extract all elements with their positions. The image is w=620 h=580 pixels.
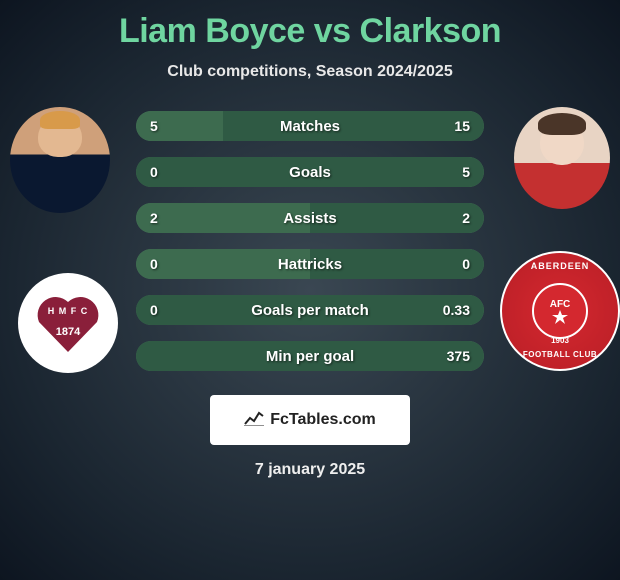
stat-label: Goals: [289, 164, 331, 181]
stat-label: Min per goal: [266, 348, 354, 365]
stat-value-left: 5: [136, 111, 172, 141]
club-left-initials: H M F C: [48, 306, 89, 316]
club-right-year: 1903: [551, 336, 569, 345]
brand-chart-icon: [244, 410, 264, 431]
stat-label: Assists: [283, 210, 336, 227]
stats-column: 5 Matches 15 0 Goals 5 2 Assists 2 0 Hattricks 0 0 Go…: [136, 111, 484, 387]
player-right-avatar: [514, 107, 610, 209]
brand-box[interactable]: FcTables.com: [210, 395, 410, 445]
stat-row: Min per goal 375: [136, 341, 484, 371]
club-left-year: 1874: [56, 326, 80, 338]
player-right-face: [514, 107, 610, 209]
page-title: Liam Boyce vs Clarkson: [0, 0, 620, 51]
stat-row: 0 Hattricks 0: [136, 249, 484, 279]
player-left-avatar: [10, 107, 110, 213]
brand-text: FcTables.com: [270, 411, 376, 429]
stat-label: Hattricks: [278, 256, 342, 273]
stat-value-right: 2: [448, 203, 484, 233]
stat-value-right: 0.33: [429, 295, 484, 325]
subtitle: Club competitions, Season 2024/2025: [0, 63, 620, 81]
club-right-initials: AFC: [550, 299, 571, 310]
stat-value-right: 375: [433, 341, 484, 371]
comparison-area: H M F C 1874 ABERDEEN AFC FOOTBALL CLUB …: [0, 111, 620, 391]
stat-row: 0 Goals per match 0.33: [136, 295, 484, 325]
stat-row: 2 Assists 2: [136, 203, 484, 233]
club-right-name-top: ABERDEEN: [531, 261, 590, 271]
club-right-star-icon: [548, 310, 572, 324]
stat-label: Matches: [280, 118, 340, 135]
stat-row: 5 Matches 15: [136, 111, 484, 141]
club-left-badge: H M F C 1874: [18, 273, 118, 373]
player-left-face: [10, 107, 110, 213]
stat-value-left: 2: [136, 203, 172, 233]
stat-value-right: 5: [448, 157, 484, 187]
stat-value-left: 0: [136, 295, 172, 325]
club-right-badge: ABERDEEN AFC FOOTBALL CLUB 1903: [500, 251, 620, 371]
stat-value-left: [136, 341, 164, 371]
club-right-name-bot: FOOTBALL CLUB: [523, 350, 597, 359]
stat-label: Goals per match: [251, 302, 369, 319]
stat-value-left: 0: [136, 157, 172, 187]
stat-value-right: 15: [440, 111, 484, 141]
date-label: 7 january 2025: [0, 461, 620, 479]
stat-value-right: 0: [448, 249, 484, 279]
stat-value-left: 0: [136, 249, 172, 279]
stat-row: 0 Goals 5: [136, 157, 484, 187]
